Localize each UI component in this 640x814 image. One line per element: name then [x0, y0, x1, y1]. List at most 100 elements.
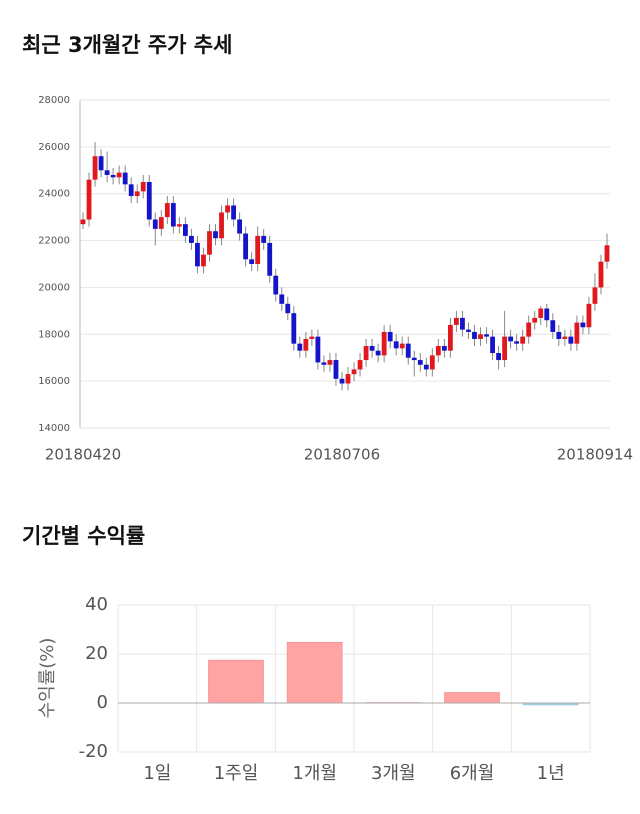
candle-body [129, 184, 134, 196]
candle-body [315, 337, 320, 363]
candle-body [346, 374, 351, 383]
candle-body [442, 346, 447, 351]
y-tick-label: 16000 [38, 376, 70, 387]
bar [444, 692, 499, 703]
candle-body [364, 346, 369, 360]
candle-body [526, 323, 531, 337]
chart-title: 최근 3개월간 주가 추세 [22, 33, 232, 57]
x-tick-label: 1일 [143, 763, 171, 784]
candle-body [382, 332, 387, 355]
candle-body [111, 175, 116, 177]
candle-body [291, 313, 296, 343]
candle-body [201, 255, 206, 267]
candle-body [418, 360, 423, 365]
y-tick-label: 26000 [38, 142, 70, 153]
candle-body [334, 360, 339, 379]
candle-body [466, 330, 471, 332]
candle-body [249, 259, 254, 264]
candle-body [87, 180, 92, 220]
candle-body [376, 351, 381, 356]
candle-body [587, 304, 592, 327]
candle-body [568, 337, 573, 344]
candle-body [99, 156, 104, 170]
candle-body [448, 325, 453, 351]
chart-title: 기간별 수익률 [22, 524, 145, 548]
candle-body [322, 362, 327, 364]
candle-body [508, 337, 513, 342]
candle-body [135, 191, 140, 196]
candle-body [285, 304, 290, 313]
candle-body [219, 212, 224, 238]
candle-body [472, 332, 477, 339]
candle-body [358, 360, 363, 369]
candle-body [328, 360, 333, 365]
candle-body [147, 182, 152, 219]
y-tick-label: 18000 [38, 329, 70, 340]
candle-body [599, 262, 604, 288]
candle-body [225, 205, 230, 212]
candle-body [213, 231, 218, 238]
candle-body [207, 231, 212, 254]
x-tick-label: 3개월 [371, 763, 416, 784]
candle-body [297, 344, 302, 351]
candle-body [117, 173, 122, 178]
y-tick-label: 0 [97, 692, 108, 713]
candle-body [340, 379, 345, 384]
candle-body [478, 334, 483, 339]
candle-body [243, 234, 248, 260]
candle-body [171, 203, 176, 226]
candle-body [574, 323, 579, 344]
candle-body [490, 337, 495, 353]
candle-body [352, 369, 357, 374]
y-tick-label: 14000 [38, 423, 70, 434]
y-tick-label: 20000 [38, 282, 70, 293]
candle-body [400, 344, 405, 349]
candle-body [370, 346, 375, 351]
candle-body [430, 355, 435, 369]
y-tick-label: 20 [85, 643, 108, 664]
candle-body [231, 205, 236, 219]
x-tick-label: 20180914 [557, 446, 633, 464]
candle-body [309, 337, 314, 339]
x-tick-label: 1년 [537, 763, 565, 784]
candle-body [436, 346, 441, 355]
candle-body [388, 332, 393, 341]
candle-body [165, 203, 170, 217]
y-tick-label: 28000 [38, 95, 70, 106]
candle-body [105, 170, 110, 175]
x-tick-label: 20180420 [45, 446, 121, 464]
candle-body [484, 334, 489, 336]
candle-body [153, 219, 158, 228]
candle-body [580, 323, 585, 328]
candle-body [532, 318, 537, 323]
bar [208, 660, 263, 703]
candle-body [550, 320, 555, 332]
y-tick-label: 24000 [38, 189, 70, 200]
candle-body [195, 243, 200, 266]
candle-body [159, 217, 164, 229]
candle-body [141, 182, 146, 191]
candle-body [460, 318, 465, 330]
candle-body [237, 219, 242, 233]
candle-body [394, 341, 399, 348]
candle-body [183, 224, 188, 236]
candle-body [556, 332, 561, 339]
bar [287, 642, 342, 703]
x-tick-label: 20180706 [304, 446, 380, 464]
candle-body [544, 309, 549, 321]
candle-body [454, 318, 459, 325]
candle-body [562, 337, 567, 339]
candle-body [538, 309, 543, 318]
candle-body [502, 337, 507, 360]
candle-body [520, 337, 525, 344]
candle-body [267, 243, 272, 276]
candle-body [273, 276, 278, 295]
y-tick-label: 22000 [38, 236, 70, 247]
y-axis-label: 수익률(%) [37, 638, 58, 719]
candle-body [189, 236, 194, 243]
x-tick-label: 6개월 [450, 763, 495, 784]
candle-body [255, 236, 260, 264]
x-tick-label: 1주일 [214, 763, 259, 784]
candle-body [605, 245, 610, 261]
y-tick-label: 40 [85, 594, 108, 615]
